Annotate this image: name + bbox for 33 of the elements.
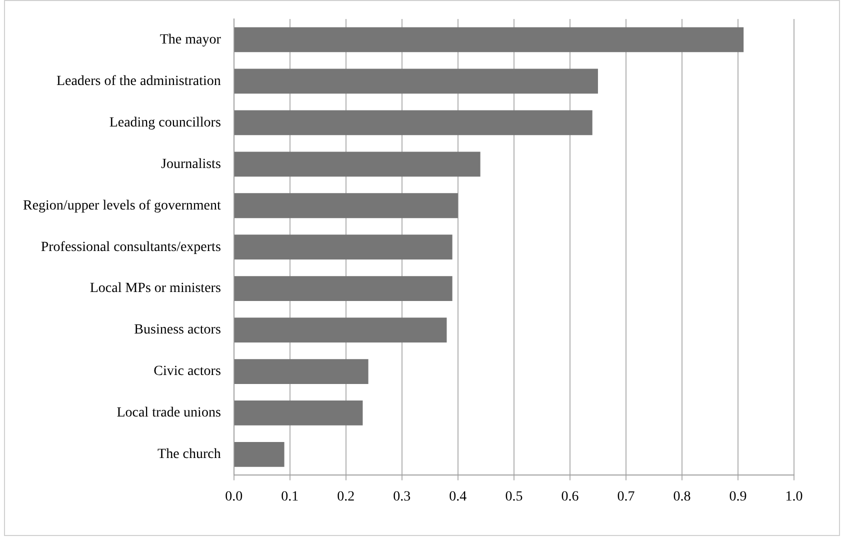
y-tick-label: The church <box>158 447 221 462</box>
x-tick-label: 0.3 <box>393 489 411 504</box>
x-tick-label: 0.1 <box>281 489 299 504</box>
x-tick-label: 1.0 <box>785 489 803 504</box>
x-tick-label: 0.5 <box>505 489 523 504</box>
bar <box>234 442 284 467</box>
x-tick-label: 0.7 <box>617 489 635 504</box>
x-tick-label: 0.2 <box>337 489 355 504</box>
y-tick-label: Business actors <box>134 322 221 338</box>
y-tick-label: Civic actors <box>154 364 221 380</box>
bar <box>234 68 598 94</box>
y-tick-label: The mayor <box>160 32 222 48</box>
x-tick-label: 0.6 <box>561 489 579 504</box>
y-tick-label: Local trade unions <box>116 406 221 421</box>
bar <box>234 400 363 426</box>
x-tick-label: 0.0 <box>225 489 243 504</box>
bar <box>234 234 452 260</box>
bar <box>234 318 447 342</box>
x-tick-label: 0.8 <box>673 489 691 504</box>
y-tick-label: Journalists <box>161 156 221 172</box>
bar <box>234 276 452 302</box>
y-tick-label: Professional consultants/experts <box>40 240 221 255</box>
x-tick-label: 0.4 <box>449 489 467 504</box>
y-tick-label: Leaders of the administration <box>56 74 221 89</box>
bar <box>234 193 458 218</box>
bar <box>234 359 368 384</box>
bar <box>234 110 592 136</box>
bar <box>234 152 480 177</box>
x-tick-label: 0.9 <box>729 489 747 504</box>
y-tick-label: Leading councillors <box>109 115 221 130</box>
y-tick-label: Local MPs or ministers <box>90 281 221 296</box>
bar <box>234 27 744 52</box>
y-tick-label: Region/upper levels of government <box>22 198 221 214</box>
